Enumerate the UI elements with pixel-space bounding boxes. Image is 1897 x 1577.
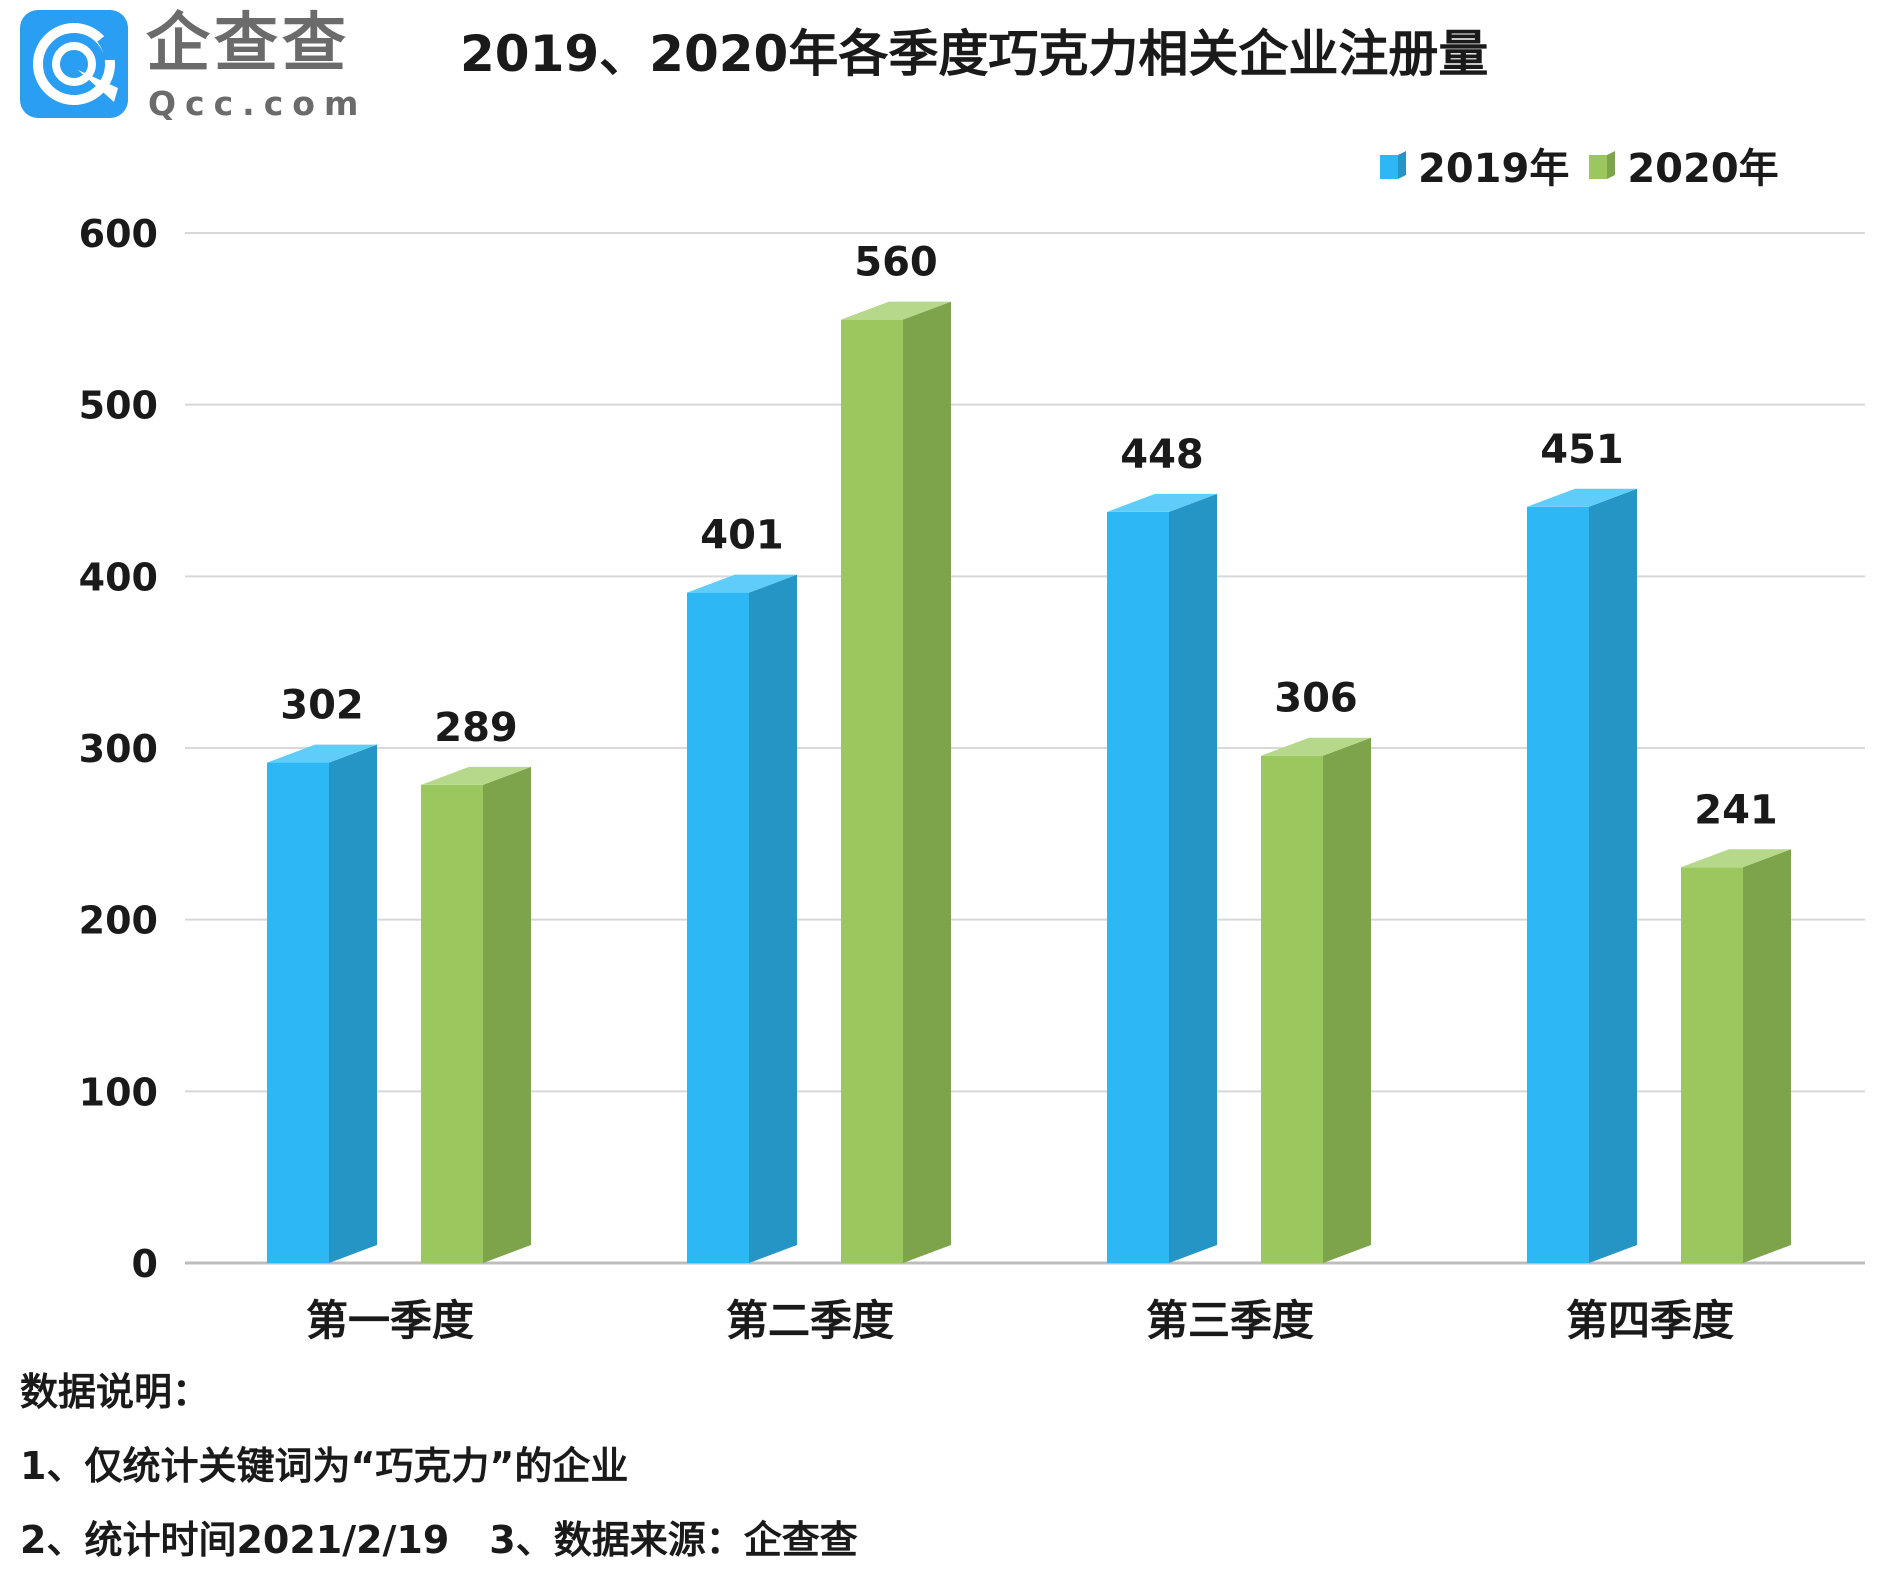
data-label-2020-q4: 241 — [1694, 787, 1778, 833]
legend-label-2019: 2019年 — [1418, 146, 1570, 192]
bar-front — [841, 319, 903, 1264]
bar-front — [1527, 506, 1589, 1263]
logo-name-cn: 企查查 — [146, 7, 350, 81]
x-tick-label-q3: 第三季度 — [1146, 1296, 1314, 1340]
bar-top — [421, 766, 531, 785]
data-label-2019-q1: 302 — [280, 683, 364, 729]
bar-front — [1681, 867, 1743, 1263]
legend-swatch-2020 — [1589, 151, 1616, 179]
x-tick-label-q4: 第四季度 — [1566, 1296, 1734, 1340]
bar-chart: 0 100 200 300 400 500 600 302 289 第一季度 401 560 第二季度 4… — [79, 212, 1865, 1340]
bar-top — [1107, 493, 1217, 512]
data-label-2019-q3: 448 — [1120, 432, 1204, 478]
notes-line-2: 2、统计时间2021/2/19 3、数据来源：企查查 — [20, 1503, 858, 1577]
bar-front — [267, 762, 329, 1263]
bar-2020-q2 — [841, 301, 951, 1264]
bar-side — [483, 766, 531, 1263]
bar-2020-q4 — [1681, 849, 1791, 1263]
qcc-logo: 企查查 Qcc.com — [18, 8, 378, 128]
y-tick-label-500: 500 — [79, 384, 158, 428]
legend-label-2020: 2020年 — [1627, 146, 1779, 192]
bar-2020-q1 — [421, 766, 531, 1263]
bar-top — [841, 301, 951, 320]
bar-2019-q3 — [1107, 493, 1217, 1263]
bar-2019-q1 — [267, 744, 377, 1263]
notes-line-1: 1、仅统计关键词为“巧克力”的企业 — [20, 1444, 629, 1488]
bar-2019-q4 — [1527, 488, 1637, 1263]
y-tick-label-100: 100 — [79, 1070, 158, 1114]
bar-front — [687, 592, 749, 1263]
notes-heading: 数据说明： — [20, 1370, 211, 1414]
data-notes: 数据说明： 1、仅统计关键词为“巧克力”的企业 2、统计时间2021/2/19 3… — [20, 1355, 858, 1577]
bar-side — [1169, 493, 1217, 1263]
bar-top — [1261, 737, 1371, 756]
bar-top — [1681, 849, 1791, 868]
bar-top — [687, 574, 797, 593]
bar-side — [329, 744, 377, 1263]
bar-side — [903, 301, 951, 1264]
bar-side — [1589, 488, 1637, 1263]
chart-legend: 2019年 2020年 — [1380, 140, 1799, 192]
data-label-2019-q2: 401 — [700, 513, 784, 559]
bar-side — [1323, 737, 1371, 1263]
data-label-2020-q3: 306 — [1274, 676, 1358, 722]
y-tick-label-400: 400 — [79, 555, 158, 599]
y-tick-label-200: 200 — [79, 899, 158, 943]
y-tick-label-300: 300 — [79, 727, 158, 771]
legend-item-2019: 2019年 — [1380, 136, 1569, 194]
bar-2020-q3 — [1261, 737, 1371, 1263]
bar-front — [1107, 511, 1169, 1263]
chart-title: 2019、2020年各季度巧克力相关企业注册量 — [460, 25, 1489, 83]
legend-swatch-2019 — [1380, 151, 1406, 179]
data-label-2020-q1: 289 — [434, 705, 518, 751]
legend-item-2020: 2020年 — [1589, 136, 1779, 194]
bar-2019-q2 — [687, 574, 797, 1263]
x-tick-label-q1: 第一季度 — [306, 1296, 474, 1340]
x-tick-label-q2: 第二季度 — [726, 1296, 894, 1340]
data-label-2020-q2: 560 — [854, 240, 938, 286]
bar-front — [421, 784, 483, 1263]
bar-top — [267, 744, 377, 763]
qcc-logo-icon — [20, 10, 128, 118]
bar-top — [1527, 488, 1637, 507]
y-tick-label-600: 600 — [79, 212, 158, 256]
bar-side — [749, 574, 797, 1263]
data-label-2019-q4: 451 — [1540, 427, 1624, 473]
bar-side — [1743, 849, 1791, 1263]
notes-line-2-date: 2、统计时间2021/2/19 — [20, 1518, 450, 1562]
y-tick-label-0: 0 — [132, 1242, 158, 1286]
notes-line-2-source: 3、数据来源：企查查 — [489, 1518, 858, 1562]
logo-name-en: Qcc.com — [148, 84, 368, 123]
bar-front — [1261, 755, 1323, 1263]
